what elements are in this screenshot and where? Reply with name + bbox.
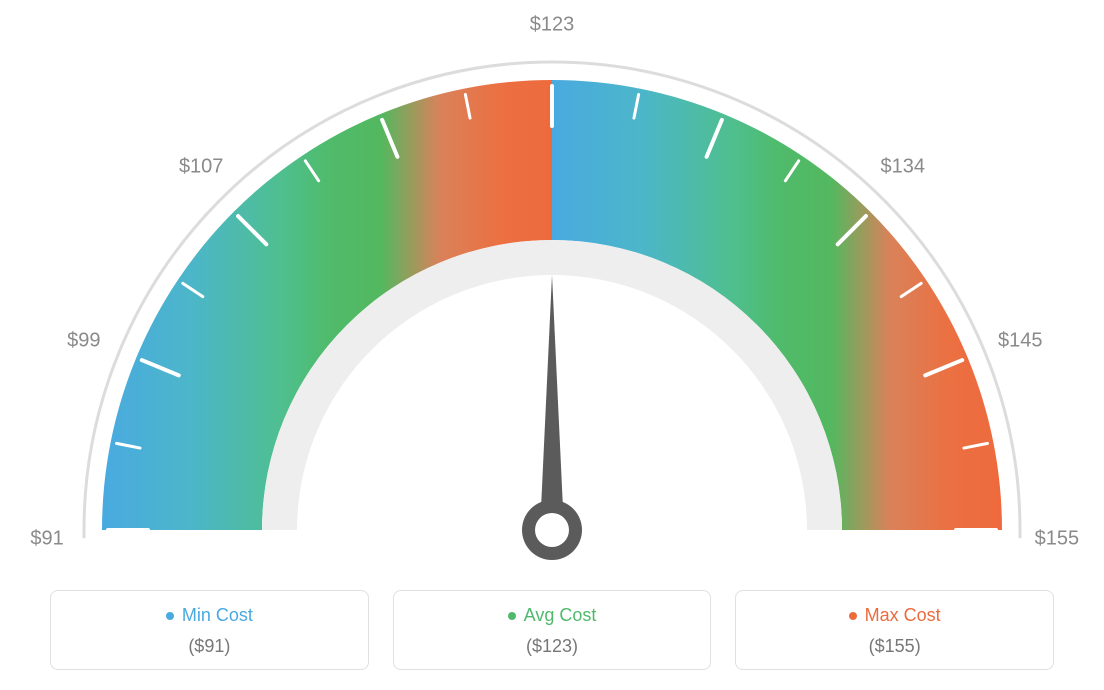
legend-card-max: Max Cost ($155) — [735, 590, 1054, 670]
legend-title-avg: Avg Cost — [508, 605, 597, 626]
legend-title-max: Max Cost — [849, 605, 941, 626]
gauge-tick-label: $145 — [998, 329, 1043, 352]
gauge-tick-label: $134 — [881, 155, 926, 178]
legend-value-min: ($91) — [61, 636, 358, 657]
legend-label-min: Min Cost — [182, 605, 253, 626]
legend-value-max: ($155) — [746, 636, 1043, 657]
legend-row: Min Cost ($91) Avg Cost ($123) Max Cost … — [50, 590, 1054, 670]
legend-dot-avg — [508, 612, 516, 620]
legend-dot-min — [166, 612, 174, 620]
gauge-tick-label: $155 — [1035, 527, 1080, 550]
legend-card-avg: Avg Cost ($123) — [393, 590, 712, 670]
gauge-tick-label: $107 — [179, 155, 224, 178]
gauge-svg — [0, 0, 1104, 560]
legend-value-avg: ($123) — [404, 636, 701, 657]
gauge-cost-chart: $91 $99 $107 $123 $134 $145 $155 Min Cost ($91… — [0, 0, 1104, 690]
gauge-area: $91 $99 $107 $123 $134 $145 $155 — [0, 0, 1104, 560]
legend-card-min: Min Cost ($91) — [50, 590, 369, 670]
legend-title-min: Min Cost — [166, 605, 253, 626]
legend-dot-max — [849, 612, 857, 620]
gauge-tick-label: $123 — [530, 14, 575, 37]
gauge-tick-label: $91 — [30, 527, 63, 550]
legend-label-max: Max Cost — [865, 605, 941, 626]
legend-label-avg: Avg Cost — [524, 605, 597, 626]
gauge-tick-label: $99 — [67, 329, 100, 352]
